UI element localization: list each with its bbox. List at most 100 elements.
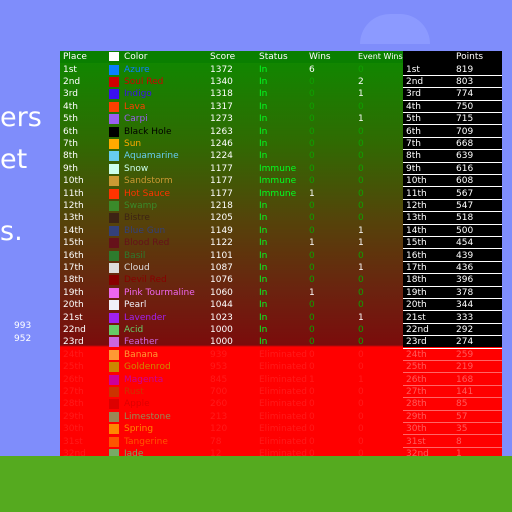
cell-place: 14th <box>63 225 84 236</box>
cell-status: Eliminated <box>259 386 307 397</box>
cell-color-name: Soul Red <box>124 76 164 87</box>
table-row: 2nd Soul Red 1340 In 0 2 <box>60 76 403 88</box>
cell-event-wins: 0 <box>358 300 364 311</box>
points-value: 292 <box>456 324 474 335</box>
table-row: 27th Rust 700 Eliminated 0 0 <box>60 386 403 398</box>
cell-status: In <box>259 89 268 100</box>
cell-score: 12 <box>210 448 222 459</box>
points-header: Points <box>453 51 502 63</box>
cell-status: Eliminated <box>259 411 307 422</box>
cell-score: 1023 <box>210 312 233 323</box>
points-row: 18th 396 <box>403 274 502 287</box>
color-swatch <box>109 337 119 348</box>
cell-wins: 1 <box>309 238 315 249</box>
points-value: 639 <box>456 151 474 162</box>
row-divider <box>403 273 502 275</box>
side-text-line-3: s. <box>0 216 23 247</box>
cell-color-name: Tangerine <box>124 436 168 447</box>
table-header: Place Color Score Status Wins Event Wins <box>60 51 403 63</box>
row-divider <box>403 434 502 436</box>
points-value: 333 <box>456 312 474 323</box>
cell-color-name: Devil Red <box>124 275 167 286</box>
points-place: 30th <box>406 424 427 435</box>
cell-color-name: Indigo <box>124 89 152 100</box>
cell-wins: 0 <box>309 225 315 236</box>
points-row: 30th 35 <box>403 423 502 436</box>
cell-wins: 0 <box>309 114 315 125</box>
cell-status: In <box>259 101 268 112</box>
points-row: 23rd 274 <box>403 336 502 349</box>
color-swatch <box>109 287 119 298</box>
points-place: 9th <box>406 163 421 174</box>
points-value: 547 <box>456 200 474 211</box>
cell-wins: 0 <box>309 176 315 187</box>
cell-event-wins: 0 <box>358 126 364 137</box>
cell-place: 10th <box>63 176 84 187</box>
cell-status: Immune <box>259 163 297 174</box>
points-value: 219 <box>456 362 474 373</box>
cell-event-wins: 0 <box>358 411 364 422</box>
cell-color-name: Pink Tourmaline <box>124 287 195 298</box>
cell-score: 1044 <box>210 300 233 311</box>
cell-status: Immune <box>259 188 297 199</box>
cell-status: In <box>259 238 268 249</box>
row-divider <box>403 87 502 89</box>
side-number-1: 993 <box>14 321 32 331</box>
cell-place: 6th <box>63 126 78 137</box>
cell-event-wins: 0 <box>358 424 364 435</box>
cell-wins: 0 <box>309 262 315 273</box>
points-row: 5th 715 <box>403 113 502 126</box>
points-row: 16th 439 <box>403 250 502 262</box>
cell-score: 1318 <box>210 89 233 100</box>
cell-wins: 0 <box>309 399 315 410</box>
table-row: 13th Bistre 1205 In 0 0 <box>60 212 403 224</box>
points-value: 774 <box>456 89 474 100</box>
cell-status: In <box>259 300 268 311</box>
points-place: 8th <box>406 151 421 162</box>
points-value: 168 <box>456 374 474 385</box>
points-value: 85 <box>456 399 468 410</box>
cell-status: Eliminated <box>259 349 307 360</box>
cell-place: 5th <box>63 114 78 125</box>
color-swatch <box>109 64 119 75</box>
cell-event-wins: 0 <box>358 436 364 447</box>
cell-place: 23rd <box>63 337 84 348</box>
row-divider <box>403 149 502 151</box>
cell-place: 16th <box>63 250 84 261</box>
cell-place: 11th <box>63 188 84 199</box>
cell-event-wins: 0 <box>358 362 364 373</box>
color-swatch <box>109 386 119 397</box>
points-value: 259 <box>456 349 474 360</box>
cell-event-wins: 0 <box>358 64 364 75</box>
cell-place: 7th <box>63 138 78 149</box>
points-row: 25th 219 <box>403 361 502 374</box>
points-value: 378 <box>456 287 474 298</box>
cell-wins: 0 <box>309 300 315 311</box>
cell-wins: 0 <box>309 337 315 348</box>
points-row: 8th 639 <box>403 150 502 163</box>
cell-score: 213 <box>210 411 228 422</box>
header-place: Place <box>63 52 87 62</box>
cell-score: 120 <box>210 424 228 435</box>
cell-score: 1246 <box>210 138 233 149</box>
color-swatch <box>109 436 119 447</box>
cell-wins: 0 <box>309 411 315 422</box>
cell-color-name: Blue Gun <box>124 225 166 236</box>
cell-color-name: Blood Red <box>124 238 170 249</box>
cell-wins: 1 <box>309 188 315 199</box>
row-divider <box>403 223 502 225</box>
cell-score: 845 <box>210 374 228 385</box>
cell-status: In <box>259 64 268 75</box>
points-value: 668 <box>456 138 474 149</box>
row-divider <box>403 372 502 374</box>
header-color: Color <box>124 52 148 62</box>
cell-wins: 0 <box>309 312 315 323</box>
cell-status: In <box>259 76 268 87</box>
color-swatch <box>109 138 119 149</box>
cell-wins: 0 <box>309 213 315 224</box>
cell-place: 20th <box>63 300 84 311</box>
cell-status: Eliminated <box>259 436 307 447</box>
cell-status: In <box>259 250 268 261</box>
row-divider <box>403 384 502 386</box>
cell-color-name: Bistre <box>124 213 150 224</box>
